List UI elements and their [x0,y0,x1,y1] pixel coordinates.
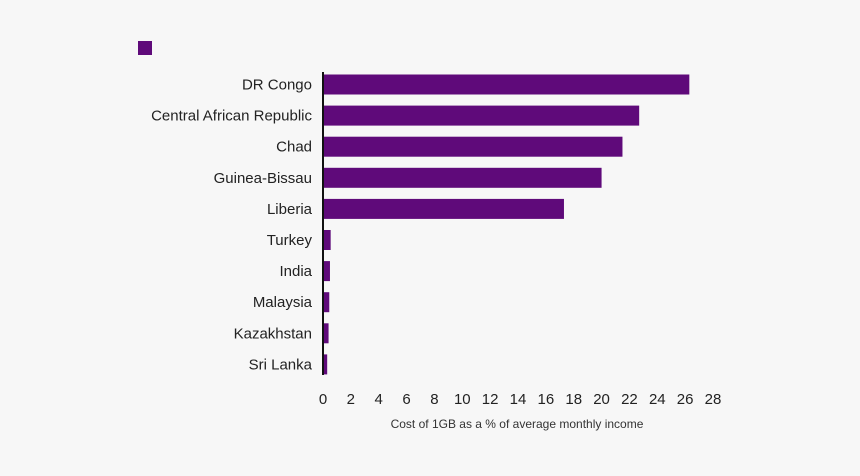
x-tick-label: 12 [482,391,499,408]
bar-central-african-republic [323,105,640,126]
x-tick-label: 0 [319,391,327,408]
bar-kazakhstan [323,323,329,344]
x-tick-label: 24 [649,391,666,408]
category-labels-group: DR Congo Central African Republic Chad Guin… [151,77,313,374]
category-label: Sri Lanka [249,356,313,373]
bars-group [323,74,690,375]
bar-guinea-bissau [323,167,602,188]
x-tick-label: 18 [565,391,582,408]
category-label: Guinea-Bissau [214,170,312,187]
legend-swatch [138,41,152,55]
bar-sri-lanka [323,354,328,375]
x-tick-label: 2 [347,391,355,408]
category-label: India [279,263,312,280]
x-tick-label: 14 [510,391,527,408]
x-tick-label: 20 [593,391,610,408]
bar-liberia [323,198,564,219]
bar-chad [323,136,623,157]
bar-malaysia [323,292,330,313]
category-label: Liberia [267,201,313,218]
x-tick-labels-group: 0 2 4 6 8 10 12 14 16 18 20 22 24 26 28 [319,391,722,408]
category-label: DR Congo [242,77,312,94]
x-tick-label: 16 [538,391,555,408]
bar-turkey [323,230,331,250]
category-label: Kazakhstan [234,325,312,342]
x-tick-label: 10 [454,391,471,408]
category-label: Malaysia [253,294,313,311]
x-tick-label: 8 [430,391,438,408]
x-tick-label: 22 [621,391,638,408]
x-tick-label: 28 [705,391,722,408]
category-label: Chad [276,139,312,156]
x-tick-label: 6 [402,391,410,408]
bar-dr-congo [323,74,690,95]
x-tick-label: 4 [375,391,383,408]
category-label: Turkey [267,232,313,249]
bar-india [323,261,330,282]
category-label: Central African Republic [151,108,312,125]
x-axis-label: Cost of 1GB as a % of average monthly in… [391,417,644,431]
x-tick-label: 26 [677,391,694,408]
